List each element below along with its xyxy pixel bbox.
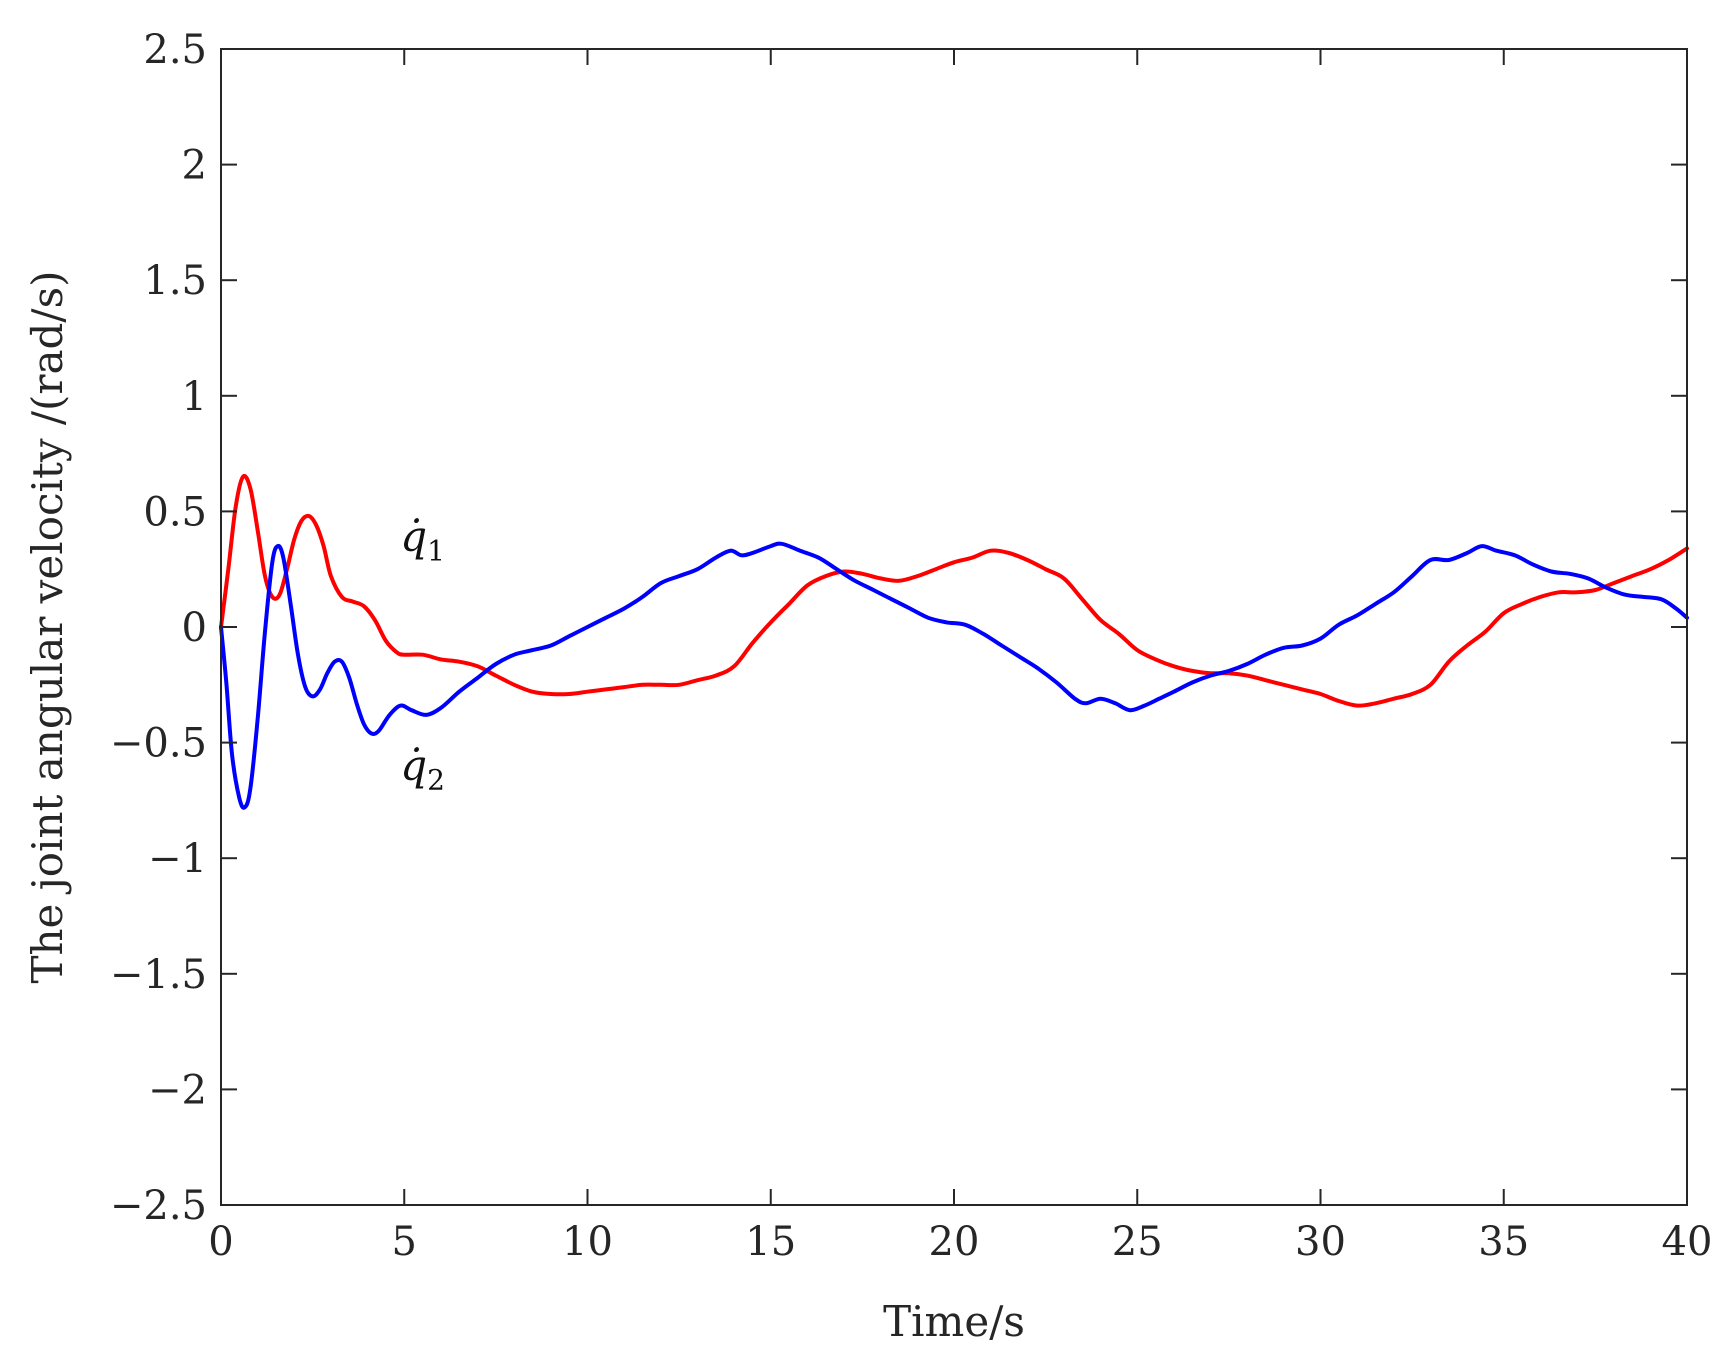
x-tick-label: 25 bbox=[1112, 1219, 1163, 1265]
y-tick-label: −1 bbox=[148, 836, 207, 882]
series-line-1 bbox=[219, 473, 1689, 708]
x-tick-label: 5 bbox=[392, 1219, 417, 1265]
series-annotation-1: q̇1 bbox=[400, 512, 445, 568]
x-tick-label: 20 bbox=[929, 1219, 980, 1265]
y-tick-label: 1 bbox=[182, 374, 207, 420]
series-line-2 bbox=[219, 541, 1689, 810]
x-tick-label: 0 bbox=[208, 1219, 233, 1265]
series-annotations: q̇1 q̇2 bbox=[400, 512, 445, 797]
y-tick-label: 2.5 bbox=[143, 27, 207, 73]
y-tick-label: −2.5 bbox=[110, 1183, 207, 1229]
y-tick-label: 0.5 bbox=[143, 489, 207, 535]
plot-lines bbox=[219, 473, 1689, 810]
x-tick-label: 15 bbox=[745, 1219, 796, 1265]
x-tick-label: 30 bbox=[1295, 1219, 1346, 1265]
series-annotation-2: q̇2 bbox=[400, 741, 445, 797]
x-tick-label: 40 bbox=[1662, 1219, 1713, 1265]
y-tick-label: −2 bbox=[148, 1067, 207, 1113]
y-tick-label: −0.5 bbox=[110, 721, 207, 767]
x-tick-label: 35 bbox=[1478, 1219, 1529, 1265]
y-tick-label: 1.5 bbox=[143, 258, 207, 304]
x-tick-label: 10 bbox=[562, 1219, 613, 1265]
y-tick-label: −1.5 bbox=[110, 952, 207, 998]
x-axis-title: Time/s bbox=[883, 1297, 1025, 1346]
y-axis-title: The joint angular velocity /(rad/s) bbox=[23, 270, 72, 983]
y-tick-label: 0 bbox=[182, 605, 207, 651]
tick-labels: 0 5 10 15 20 25 30 35 40 −2.5 −2 −1.5 −1 −0.5 0 0.5 1 1.5… bbox=[110, 27, 1713, 1265]
axis-ticks bbox=[220, 48, 1688, 1206]
y-tick-label: 2 bbox=[182, 143, 207, 189]
